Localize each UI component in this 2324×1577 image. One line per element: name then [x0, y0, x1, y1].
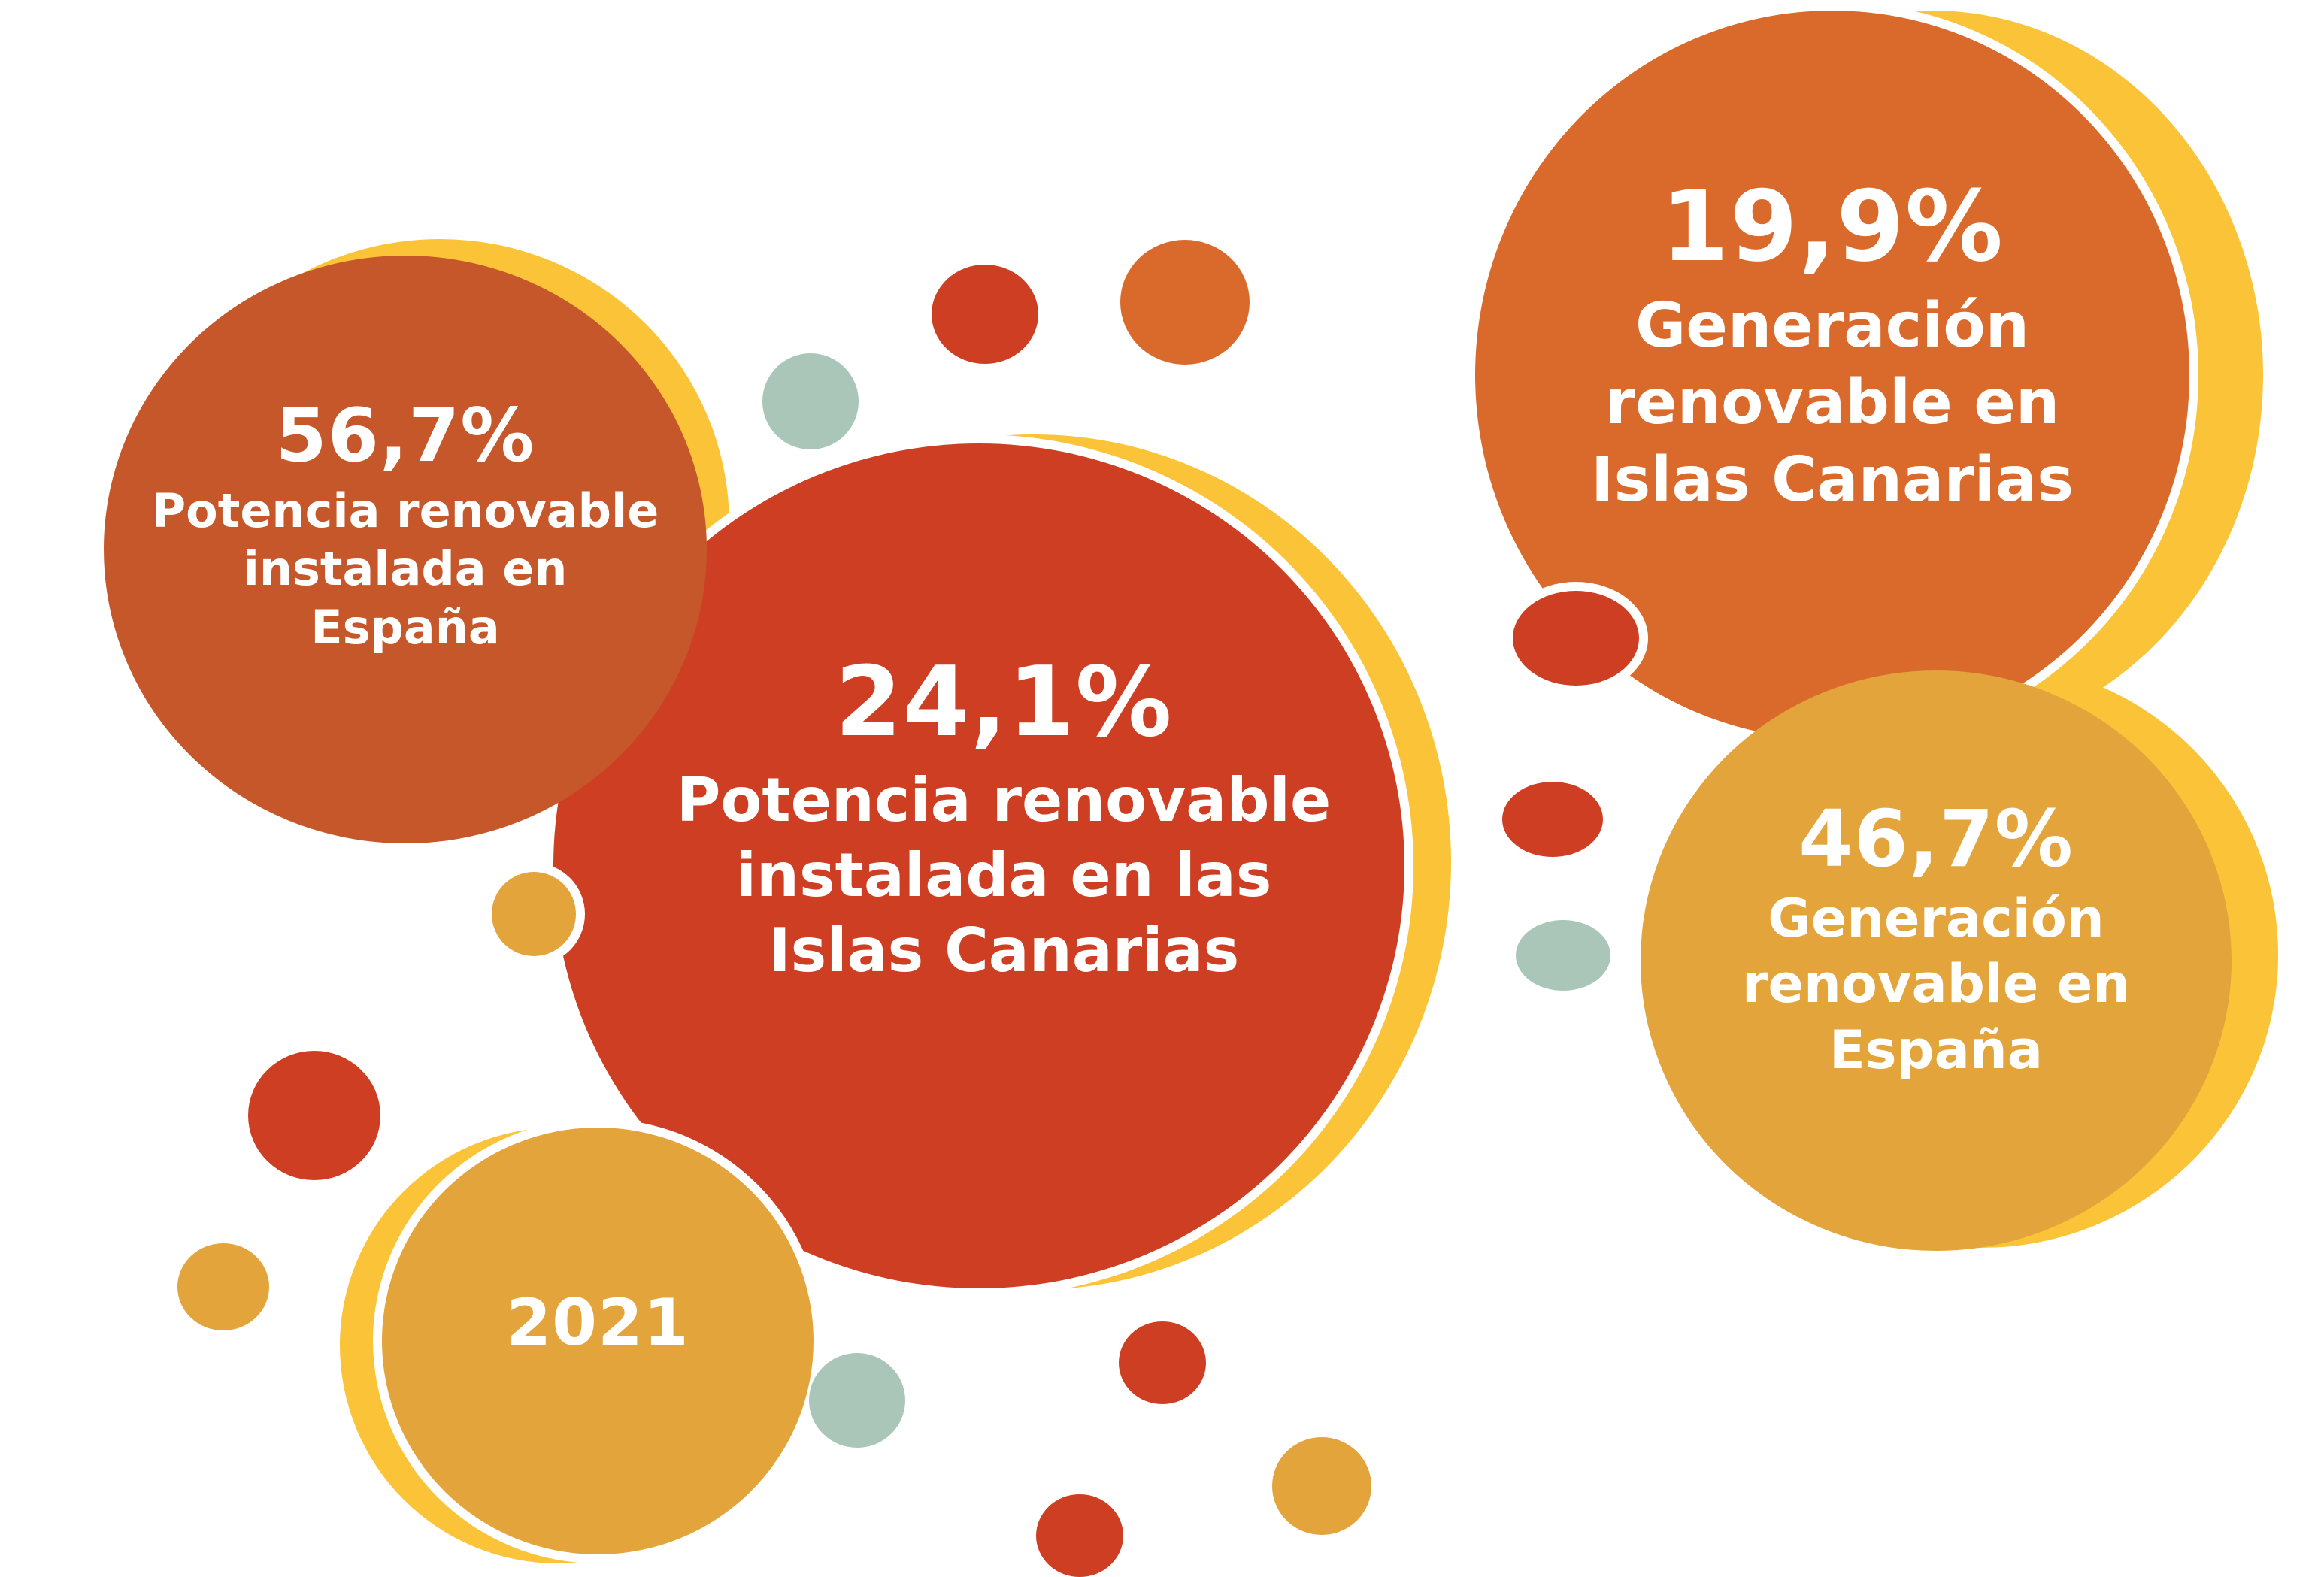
desc-spain-generation-3: España: [1829, 1019, 2043, 1081]
dot-sage-top: [762, 353, 859, 449]
dot-gold-far-left: [177, 1243, 269, 1330]
value-year: 2021: [506, 1285, 689, 1361]
value-spain-power: 56,7%: [275, 392, 535, 479]
desc-canarias-generation-3: Islas Canarias: [1590, 443, 2074, 516]
bubble-spain-generation: [1641, 670, 2232, 1251]
label-canarias-generation: 19,9% Generación renovable en Islas Cana…: [1475, 113, 2189, 579]
dot-gold-bottom: [1272, 1437, 1371, 1535]
label-year: 2021: [382, 1263, 814, 1383]
desc-canarias-generation-1: Generación: [1635, 289, 2030, 362]
dot-sage-bottom: [809, 1353, 905, 1448]
dot-gold-left: [492, 872, 576, 956]
dot-red-right-2: [1502, 782, 1603, 857]
desc-spain-power-3: España: [311, 599, 500, 655]
desc-canarias-power-1: Potencia renovable: [676, 765, 1332, 836]
dot-red-top: [932, 265, 1038, 364]
bubble-spain-power: [104, 256, 707, 843]
label-canarias-power: 24,1% Potencia renovable instalada en la…: [601, 594, 1406, 1045]
label-spain-generation: 46,7% Generación renovable en España: [1641, 752, 2232, 1128]
desc-canarias-power-2: instalada en las: [735, 840, 1272, 911]
desc-canarias-power-3: Islas Canarias: [768, 916, 1240, 986]
desc-spain-generation-1: Generación: [1768, 887, 2104, 949]
desc-canarias-generation-2: renovable en: [1604, 367, 2060, 439]
label-spain-power: 56,7% Potencia renovable instalada en Es…: [104, 331, 707, 722]
value-canarias-generation: 19,9%: [1660, 168, 2004, 283]
dot-sage-right: [1516, 920, 1610, 991]
dot-red-right-1: [1513, 591, 1639, 686]
dot-red-bottom: [1036, 1494, 1123, 1577]
desc-spain-power-1: Potencia renovable: [151, 483, 659, 538]
value-canarias-power: 24,1%: [835, 646, 1173, 758]
desc-spain-generation-2: renovable en: [1741, 953, 2131, 1016]
dot-red-bottom-mid: [1119, 1321, 1206, 1404]
desc-spain-power-2: instalada en: [243, 541, 568, 597]
bubble-year: [382, 1128, 814, 1554]
dot-orange-top: [1120, 240, 1250, 365]
value-spain-generation: 46,7%: [1798, 792, 2074, 885]
dot-red-left: [248, 1051, 380, 1180]
